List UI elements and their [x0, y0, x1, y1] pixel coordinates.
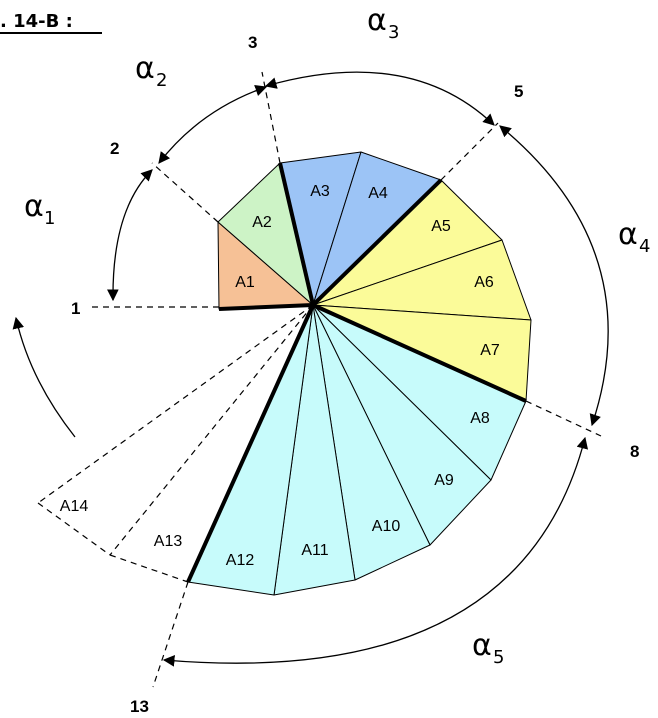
sector-label-a3: A3 — [310, 183, 330, 200]
svg-text:3: 3 — [388, 22, 399, 43]
boundary-ray-1 — [218, 303, 314, 311]
boundary-label-3: 3 — [248, 33, 257, 52]
boundary-ray-3 — [278, 162, 315, 306]
sector-label-a13: A13 — [154, 533, 183, 550]
svg-text:α: α — [618, 217, 638, 252]
sector-label-a7: A7 — [480, 342, 500, 359]
boundary-label-1: 1 — [71, 299, 80, 318]
svg-text:1: 1 — [44, 208, 55, 229]
svg-text:α: α — [367, 3, 387, 38]
svg-text:α: α — [24, 189, 44, 224]
svg-text:α: α — [135, 51, 155, 86]
svg-text:4: 4 — [639, 236, 650, 257]
boundary-ray-8 — [312, 303, 527, 403]
alpha4-arc — [499, 125, 609, 427]
rotation-arrow — [12, 316, 76, 438]
alpha-1-label: α 1 — [24, 189, 55, 229]
alpha2-arc — [158, 84, 268, 164]
alpha5-arc — [162, 436, 589, 667]
svg-text:2: 2 — [156, 70, 167, 91]
sector-label-a2: A2 — [252, 214, 272, 231]
sector-label-a5: A5 — [431, 218, 451, 235]
sector-layer — [187, 151, 532, 596]
sector-label-a8: A8 — [470, 410, 490, 427]
sector-label-a12: A12 — [226, 552, 255, 569]
sector-label-a14: A14 — [60, 498, 89, 515]
sector-label-a9: A9 — [434, 472, 454, 489]
guide-5 — [440, 122, 499, 181]
boundary-label-2: 2 — [110, 139, 119, 158]
a14-edge — [37, 304, 314, 504]
alpha-5-label: α 5 — [472, 628, 504, 668]
figure-title: . 14-B : — [0, 11, 73, 32]
angle-arcs — [12, 71, 609, 667]
a13-outer — [109, 554, 189, 583]
sector-label-a6: A6 — [474, 274, 494, 291]
guide-2 — [151, 162, 219, 223]
sector-label-a10: A10 — [372, 518, 401, 535]
boundary-label-8: 8 — [630, 442, 639, 461]
boundary-label-5: 5 — [514, 82, 523, 101]
svg-text:5: 5 — [493, 647, 504, 668]
sector-label-a4: A4 — [368, 185, 388, 202]
guide-8 — [525, 400, 602, 437]
alpha-4-label: α 4 — [618, 217, 650, 257]
alpha-2-label: α 2 — [135, 51, 167, 91]
a14-outer — [37, 502, 111, 556]
svg-text:α: α — [472, 628, 492, 663]
guide-3 — [261, 71, 281, 164]
sector-label-a1: A1 — [235, 274, 255, 291]
alpha1-arc — [107, 169, 153, 302]
sector-label-a11: A11 — [301, 542, 328, 559]
alpha3-arc — [264, 71, 495, 126]
a13-edge — [109, 304, 314, 556]
boundary-ray-5 — [311, 178, 443, 307]
guide-13 — [152, 581, 189, 688]
boundary-label-13: 13 — [130, 697, 149, 716]
alpha-3-label: α 3 — [367, 3, 399, 43]
